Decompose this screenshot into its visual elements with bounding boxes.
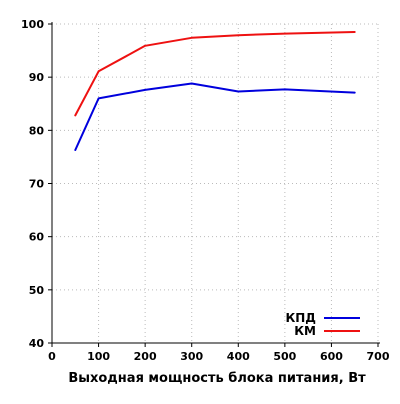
x-tick-labels: 0 100 200 300 400 500 600 700 — [48, 350, 390, 363]
x-tick-label: 200 — [134, 350, 157, 363]
x-axis-title: Выходная мощность блока питания, Вт — [68, 371, 366, 386]
series-line-2 — [74, 31, 356, 117]
y-tick-label: 40 — [29, 337, 45, 350]
y-tick-label: 100 — [21, 18, 44, 31]
x-tick-label: 500 — [273, 350, 296, 363]
axes — [48, 22, 380, 347]
x-tick-label: 0 — [48, 350, 56, 363]
grid — [52, 23, 379, 343]
y-tick-label: 80 — [29, 124, 45, 137]
legend-label: КПД — [285, 311, 316, 325]
x-tick-label: 100 — [87, 350, 110, 363]
x-tick-label: 400 — [227, 350, 250, 363]
y-tick-label: 70 — [29, 178, 45, 191]
y-tick-label: 50 — [29, 284, 45, 297]
x-tick-label: 700 — [367, 350, 390, 363]
y-tick-label: 90 — [29, 71, 45, 84]
series-lines — [74, 31, 356, 151]
series-line-1 — [74, 82, 356, 151]
y-tick-labels: 40 50 60 70 80 90 100 — [21, 18, 44, 350]
x-tick-label: 300 — [180, 350, 203, 363]
legend-label: КМ — [294, 324, 316, 338]
x-tick-label: 600 — [320, 350, 343, 363]
y-tick-label: 60 — [29, 231, 45, 244]
